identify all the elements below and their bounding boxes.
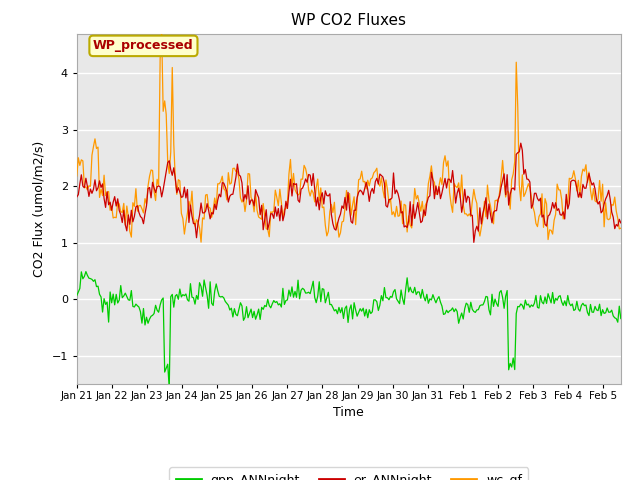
wc_gf bbox=[73, 173, 81, 179]
gpp_ANNnight bbox=[141, 322, 149, 328]
er_ANNnight bbox=[262, 207, 270, 213]
er_ANNnight bbox=[73, 194, 81, 200]
wc_gf bbox=[266, 234, 273, 240]
X-axis label: Time: Time bbox=[333, 407, 364, 420]
er_ANNnight bbox=[589, 180, 597, 186]
gpp_ANNnight bbox=[238, 303, 246, 309]
gpp_ANNnight bbox=[589, 310, 597, 315]
Line: wc_gf: wc_gf bbox=[77, 32, 621, 242]
wc_gf bbox=[256, 215, 264, 221]
wc_gf bbox=[158, 29, 166, 35]
wc_gf bbox=[617, 225, 625, 231]
gpp_ANNnight bbox=[266, 303, 273, 309]
wc_gf bbox=[314, 176, 321, 182]
er_ANNnight bbox=[517, 140, 525, 146]
gpp_ANNnight bbox=[165, 385, 173, 391]
Legend: gpp_ANNnight, er_ANNnight, wc_gf: gpp_ANNnight, er_ANNnight, wc_gf bbox=[170, 468, 528, 480]
Line: gpp_ANNnight: gpp_ANNnight bbox=[77, 272, 621, 388]
er_ANNnight bbox=[253, 191, 261, 197]
wc_gf bbox=[197, 239, 205, 245]
er_ANNnight bbox=[311, 186, 319, 192]
gpp_ANNnight bbox=[314, 293, 321, 299]
Y-axis label: CO2 Flux (umol/m2/s): CO2 Flux (umol/m2/s) bbox=[33, 141, 46, 277]
Line: er_ANNnight: er_ANNnight bbox=[77, 143, 621, 242]
wc_gf bbox=[140, 210, 147, 216]
er_ANNnight bbox=[470, 240, 477, 245]
er_ANNnight bbox=[235, 172, 243, 178]
Title: WP CO2 Fluxes: WP CO2 Fluxes bbox=[291, 13, 406, 28]
wc_gf bbox=[238, 199, 246, 205]
Text: WP_processed: WP_processed bbox=[93, 39, 194, 52]
wc_gf bbox=[589, 186, 597, 192]
gpp_ANNnight bbox=[73, 293, 81, 299]
er_ANNnight bbox=[140, 221, 147, 227]
gpp_ANNnight bbox=[256, 316, 264, 322]
gpp_ANNnight bbox=[617, 316, 625, 322]
gpp_ANNnight bbox=[82, 269, 90, 275]
er_ANNnight bbox=[617, 220, 625, 226]
